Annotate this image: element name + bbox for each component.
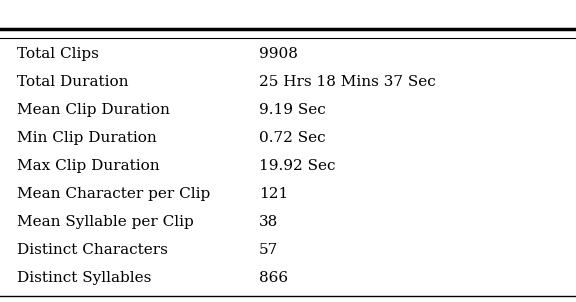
Text: 866: 866 <box>259 271 289 285</box>
Text: Min Clip Duration: Min Clip Duration <box>17 131 157 145</box>
Text: Distinct Characters: Distinct Characters <box>17 243 168 257</box>
Text: 57: 57 <box>259 243 278 257</box>
Text: Total Clips: Total Clips <box>17 47 99 61</box>
Text: Mean Character per Clip: Mean Character per Clip <box>17 187 211 201</box>
Text: 9908: 9908 <box>259 47 298 61</box>
Text: Max Clip Duration: Max Clip Duration <box>17 159 160 173</box>
Text: 19.92 Sec: 19.92 Sec <box>259 159 336 173</box>
Text: Mean Clip Duration: Mean Clip Duration <box>17 103 170 117</box>
Text: 121: 121 <box>259 187 289 201</box>
Text: Mean Syllable per Clip: Mean Syllable per Clip <box>17 215 194 229</box>
Text: 9.19 Sec: 9.19 Sec <box>259 103 326 117</box>
Text: 38: 38 <box>259 215 278 229</box>
Text: 25 Hrs 18 Mins 37 Sec: 25 Hrs 18 Mins 37 Sec <box>259 75 436 89</box>
Text: Total Duration: Total Duration <box>17 75 129 89</box>
Text: Distinct Syllables: Distinct Syllables <box>17 271 151 285</box>
Text: 0.72 Sec: 0.72 Sec <box>259 131 326 145</box>
